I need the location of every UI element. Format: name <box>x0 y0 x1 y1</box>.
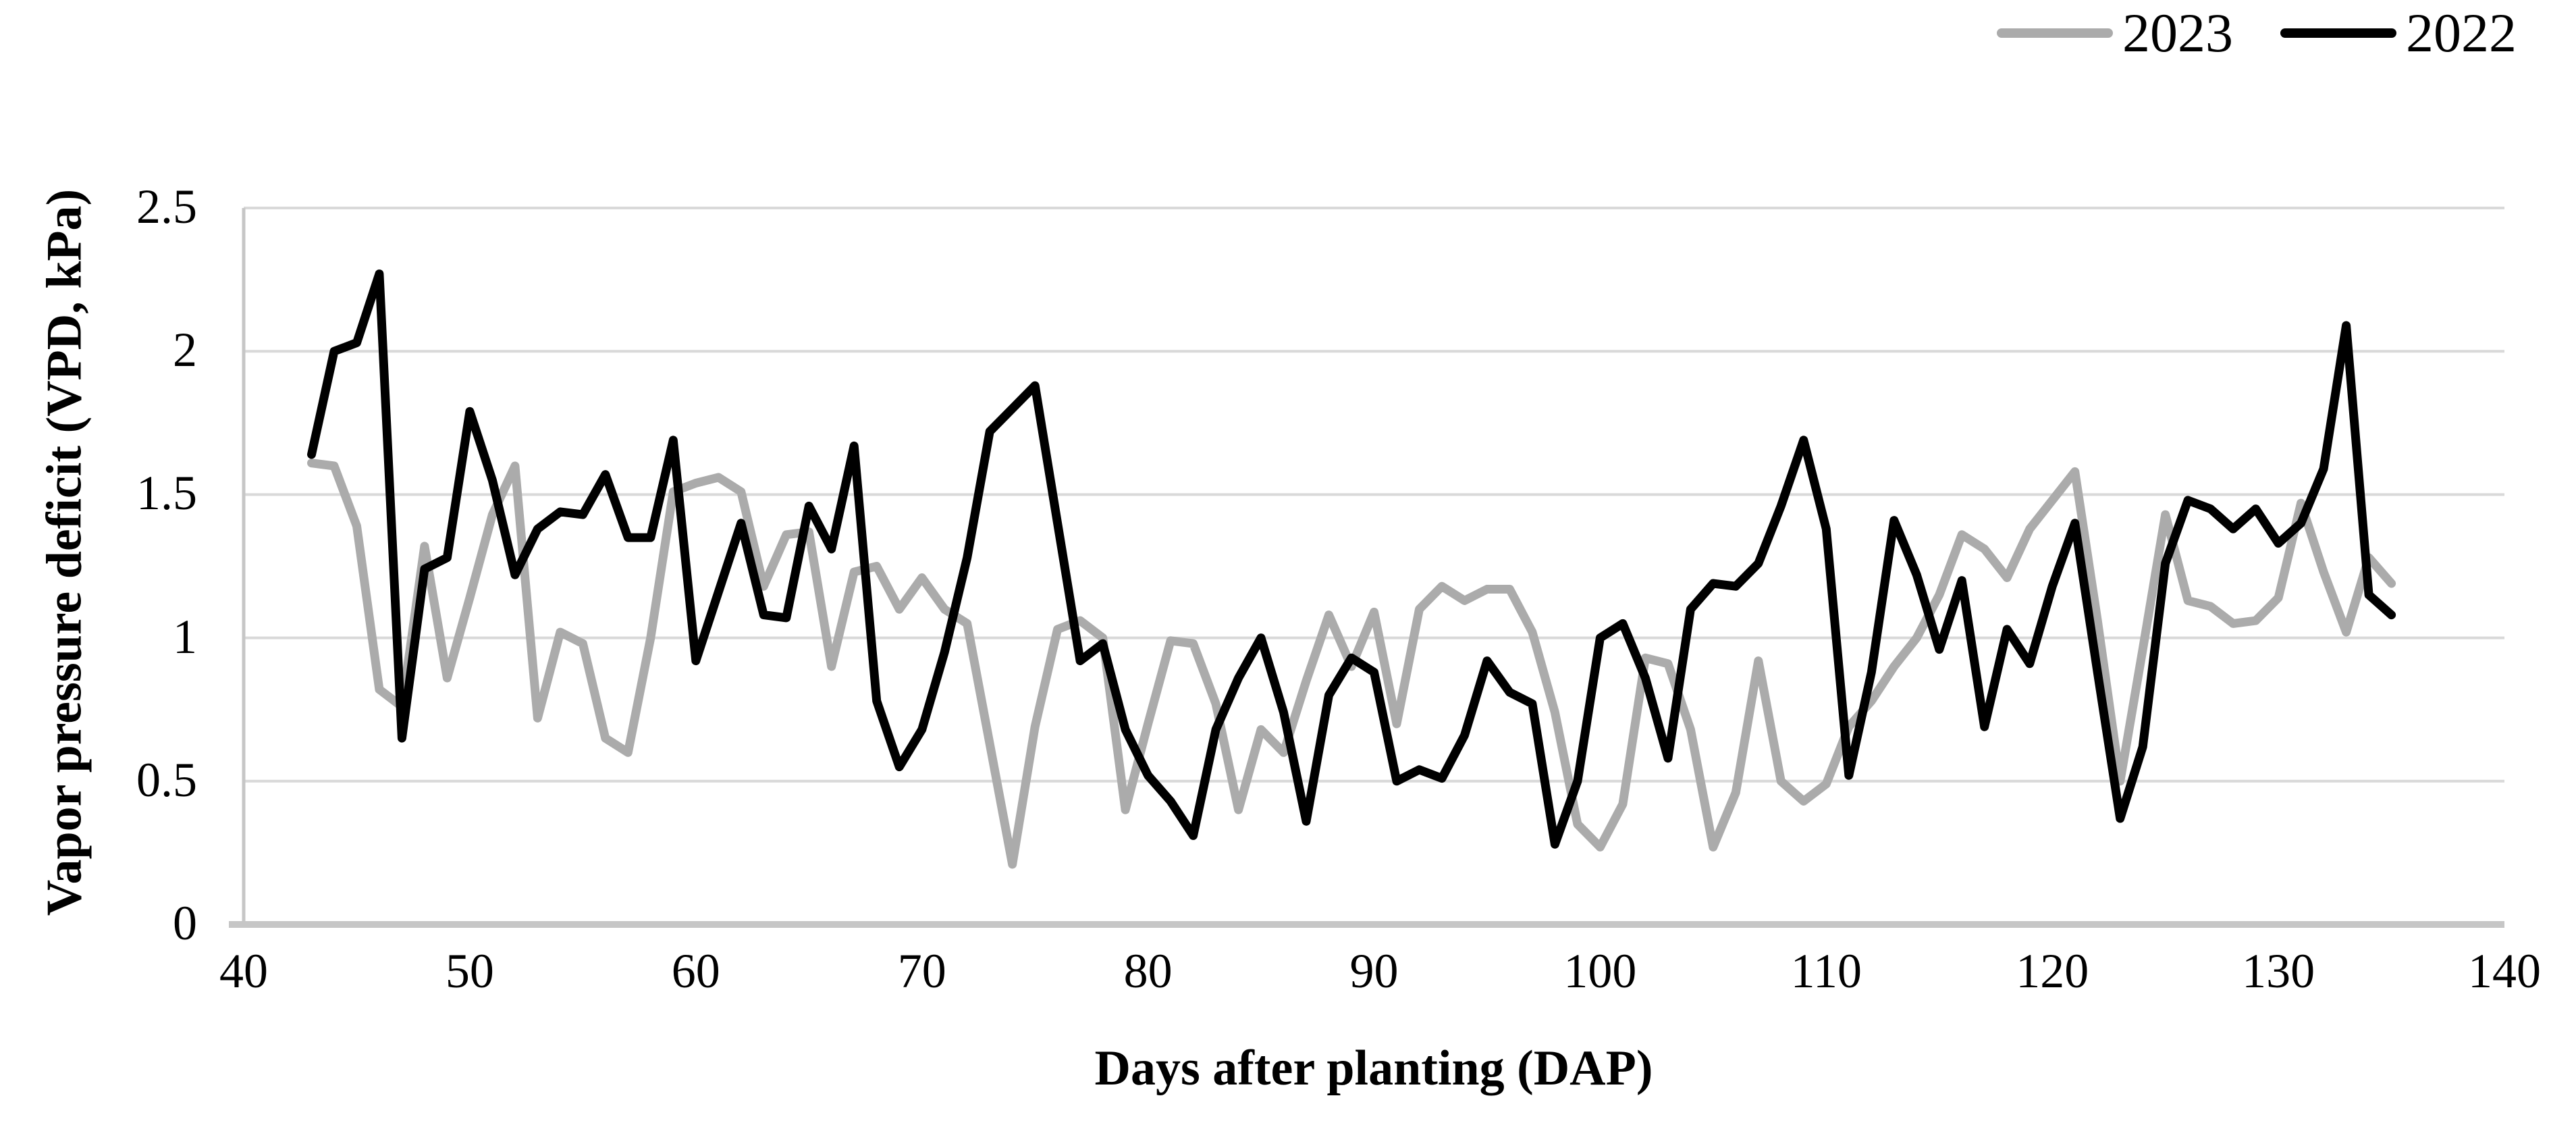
x-tick-label: 40 <box>219 944 268 998</box>
series-2022-swatch <box>2280 28 2396 38</box>
series-2023-label: 2023 <box>2122 2 2233 63</box>
y-tick-label: 0.5 <box>136 752 197 807</box>
legend-item-2022: 2022 <box>2280 4 2517 62</box>
x-tick-label: 100 <box>1563 944 1637 998</box>
series-2022-label: 2022 <box>2406 2 2517 63</box>
series-2023-swatch <box>1997 28 2113 38</box>
y-tick-label: 2.5 <box>136 180 197 234</box>
x-tick-label: 60 <box>671 944 720 998</box>
legend-item-2023: 2023 <box>1997 4 2233 62</box>
series-2022-line <box>307 269 2396 849</box>
y-tick-label: 0 <box>173 896 197 950</box>
x-tick-label: 130 <box>2242 944 2315 998</box>
x-tick-label: 140 <box>2468 944 2541 998</box>
y-tick-label: 1.5 <box>136 466 197 521</box>
y-tick-label: 2 <box>173 323 197 377</box>
x-tick-label: 110 <box>1790 944 1862 998</box>
x-axis-title: Days after planting (DAP) <box>1094 1041 1653 1096</box>
x-tick-label: 120 <box>2016 944 2089 998</box>
series-2023-line <box>307 459 2396 869</box>
x-tick-label: 50 <box>445 944 494 998</box>
y-tick-label: 1 <box>173 609 197 664</box>
x-tick-label: 80 <box>1123 944 1173 998</box>
x-tick-label: 70 <box>897 944 946 998</box>
legend: 2023 2022 <box>1997 4 2517 62</box>
x-tick-label: 90 <box>1349 944 1399 998</box>
